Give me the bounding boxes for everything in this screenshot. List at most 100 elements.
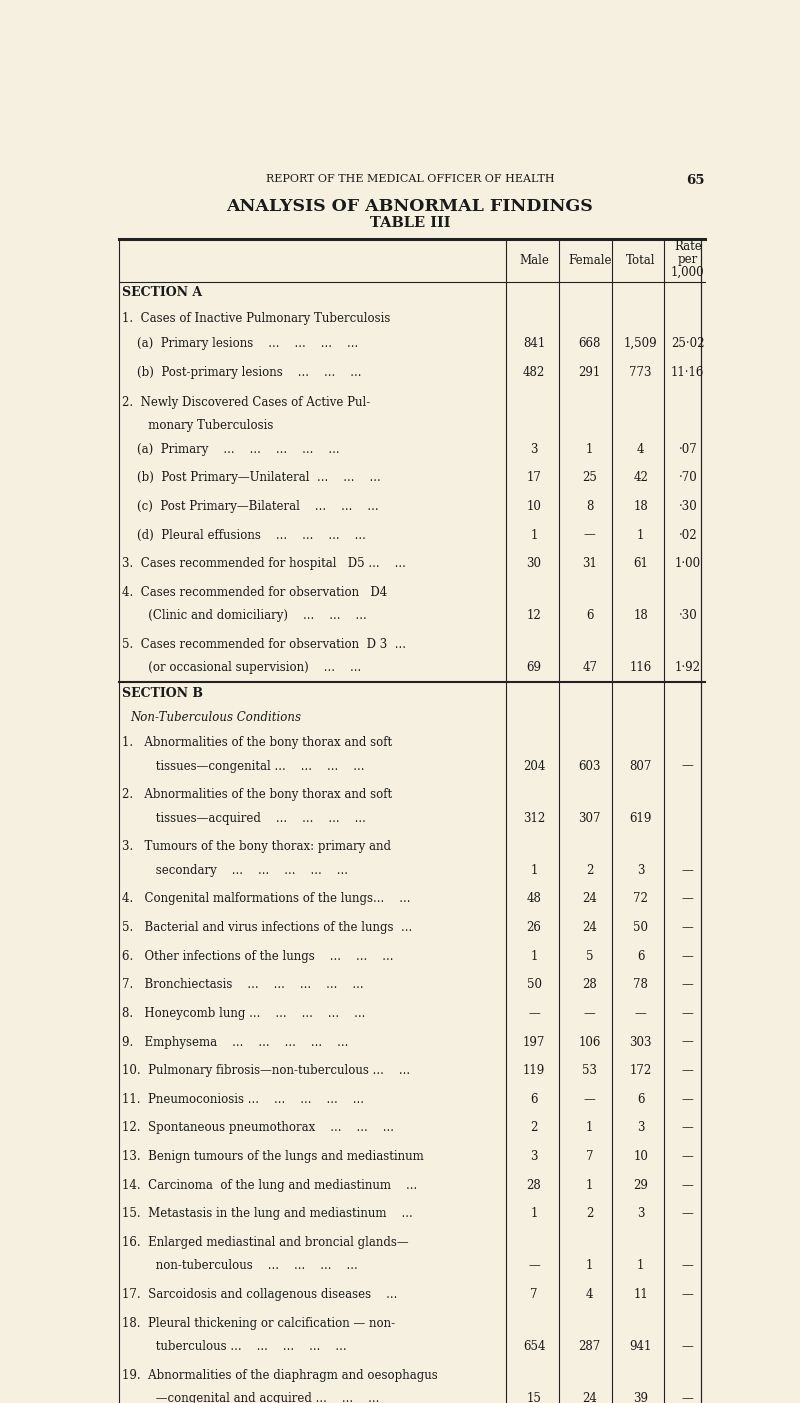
Text: (or occasional supervision)    ...    ...: (or occasional supervision) ... ... bbox=[122, 661, 361, 675]
Text: 6: 6 bbox=[637, 1093, 644, 1106]
Text: 1: 1 bbox=[586, 1121, 594, 1135]
Text: 3: 3 bbox=[530, 443, 538, 456]
Text: non-tuberculous    ...    ...    ...    ...: non-tuberculous ... ... ... ... bbox=[122, 1260, 358, 1273]
Text: 619: 619 bbox=[630, 812, 652, 825]
Text: 10.  Pulmonary fibrosis—non-tuberculous ...    ...: 10. Pulmonary fibrosis—non-tuberculous .… bbox=[122, 1065, 410, 1078]
Text: —: — bbox=[682, 950, 694, 962]
Text: 2: 2 bbox=[586, 864, 594, 877]
Text: 48: 48 bbox=[526, 892, 542, 905]
Text: 42: 42 bbox=[634, 471, 648, 484]
Text: 8.   Honeycomb lung ...    ...    ...    ...    ...: 8. Honeycomb lung ... ... ... ... ... bbox=[122, 1007, 365, 1020]
Text: 773: 773 bbox=[630, 366, 652, 379]
Text: Rate: Rate bbox=[674, 240, 702, 253]
Text: 2.  Newly Discovered Cases of Active Pul-: 2. Newly Discovered Cases of Active Pul- bbox=[122, 396, 370, 408]
Text: REPORT OF THE MEDICAL OFFICER OF HEALTH: REPORT OF THE MEDICAL OFFICER OF HEALTH bbox=[266, 174, 554, 184]
Text: 18.  Pleural thickening or calcification — non-: 18. Pleural thickening or calcification … bbox=[122, 1316, 395, 1330]
Text: —: — bbox=[682, 1121, 694, 1135]
Text: tissues—acquired    ...    ...    ...    ...: tissues—acquired ... ... ... ... bbox=[122, 812, 366, 825]
Text: 19.  Abnormalities of the diaphragm and oesophagus: 19. Abnormalities of the diaphragm and o… bbox=[122, 1369, 438, 1382]
Text: SECTION A: SECTION A bbox=[122, 286, 202, 299]
Text: ANALYSIS OF ABNORMAL FINDINGS: ANALYSIS OF ABNORMAL FINDINGS bbox=[226, 198, 594, 215]
Text: 1: 1 bbox=[530, 864, 538, 877]
Text: 5.   Bacterial and virus infections of the lungs  ...: 5. Bacterial and virus infections of the… bbox=[122, 920, 412, 934]
Text: —: — bbox=[682, 892, 694, 905]
Text: 16.  Enlarged mediastinal and broncial glands—: 16. Enlarged mediastinal and broncial gl… bbox=[122, 1236, 408, 1249]
Text: 3.   Tumours of the bony thorax: primary and: 3. Tumours of the bony thorax: primary a… bbox=[122, 840, 390, 853]
Text: 11: 11 bbox=[634, 1288, 648, 1301]
Text: —: — bbox=[584, 1093, 596, 1106]
Text: —: — bbox=[682, 1150, 694, 1163]
Text: 204: 204 bbox=[523, 759, 545, 773]
Text: 1.   Abnormalities of the bony thorax and soft: 1. Abnormalities of the bony thorax and … bbox=[122, 737, 392, 749]
Text: (b)  Post-primary lesions    ...    ...    ...: (b) Post-primary lesions ... ... ... bbox=[122, 366, 362, 379]
Text: 15: 15 bbox=[526, 1392, 542, 1403]
Text: 6: 6 bbox=[530, 1093, 538, 1106]
Text: (c)  Post Primary—Bilateral    ...    ...    ...: (c) Post Primary—Bilateral ... ... ... bbox=[122, 499, 378, 513]
Text: 1: 1 bbox=[530, 1208, 538, 1221]
Text: 2.   Abnormalities of the bony thorax and soft: 2. Abnormalities of the bony thorax and … bbox=[122, 788, 392, 801]
Text: (a)  Primary lesions    ...    ...    ...    ...: (a) Primary lesions ... ... ... ... bbox=[122, 337, 358, 351]
Text: 287: 287 bbox=[578, 1340, 601, 1352]
Text: 291: 291 bbox=[578, 366, 601, 379]
Text: ·07: ·07 bbox=[678, 443, 697, 456]
Text: 603: 603 bbox=[578, 759, 601, 773]
Text: 1: 1 bbox=[637, 1260, 644, 1273]
Text: 841: 841 bbox=[523, 337, 545, 351]
Text: 303: 303 bbox=[630, 1035, 652, 1048]
Text: 10: 10 bbox=[526, 499, 542, 513]
Text: monary Tuberculosis: monary Tuberculosis bbox=[122, 419, 273, 432]
Text: 50: 50 bbox=[526, 978, 542, 992]
Text: 7.   Bronchiectasis    ...    ...    ...    ...    ...: 7. Bronchiectasis ... ... ... ... ... bbox=[122, 978, 363, 992]
Text: 482: 482 bbox=[523, 366, 545, 379]
Text: —: — bbox=[682, 1065, 694, 1078]
Text: TABLE III: TABLE III bbox=[370, 216, 450, 230]
Text: —congenital and acquired ...    ...    ...: —congenital and acquired ... ... ... bbox=[122, 1392, 379, 1403]
Text: —: — bbox=[584, 1007, 596, 1020]
Text: 119: 119 bbox=[523, 1065, 545, 1078]
Text: 78: 78 bbox=[634, 978, 648, 992]
Text: —: — bbox=[682, 864, 694, 877]
Text: 11.  Pneumoconiosis ...    ...    ...    ...    ...: 11. Pneumoconiosis ... ... ... ... ... bbox=[122, 1093, 364, 1106]
Text: 1: 1 bbox=[586, 1179, 594, 1191]
Text: Non-Tuberculous Conditions: Non-Tuberculous Conditions bbox=[130, 711, 301, 724]
Text: 1·92: 1·92 bbox=[674, 661, 701, 675]
Text: —: — bbox=[682, 1340, 694, 1352]
Text: (b)  Post Primary—Unilateral  ...    ...    ...: (b) Post Primary—Unilateral ... ... ... bbox=[122, 471, 381, 484]
Text: 116: 116 bbox=[630, 661, 652, 675]
Text: 3.  Cases recommended for hospital   D5 ...    ...: 3. Cases recommended for hospital D5 ...… bbox=[122, 557, 406, 570]
Text: —: — bbox=[682, 759, 694, 773]
Text: 39: 39 bbox=[633, 1392, 648, 1403]
Text: 312: 312 bbox=[523, 812, 545, 825]
Text: (Clinic and domiciliary)    ...    ...    ...: (Clinic and domiciliary) ... ... ... bbox=[122, 609, 366, 623]
Text: 50: 50 bbox=[633, 920, 648, 934]
Text: 28: 28 bbox=[526, 1179, 542, 1191]
Text: ·30: ·30 bbox=[678, 499, 697, 513]
Text: —: — bbox=[584, 529, 596, 542]
Text: —: — bbox=[528, 1007, 540, 1020]
Text: 69: 69 bbox=[526, 661, 542, 675]
Text: 807: 807 bbox=[630, 759, 652, 773]
Text: 72: 72 bbox=[634, 892, 648, 905]
Text: 6.   Other infections of the lungs    ...    ...    ...: 6. Other infections of the lungs ... ...… bbox=[122, 950, 394, 962]
Text: 12: 12 bbox=[526, 609, 542, 623]
Text: 307: 307 bbox=[578, 812, 601, 825]
Text: 1: 1 bbox=[586, 1260, 594, 1273]
Text: ·30: ·30 bbox=[678, 609, 697, 623]
Text: 4.  Cases recommended for observation   D4: 4. Cases recommended for observation D4 bbox=[122, 586, 387, 599]
Text: 14.  Carcinoma  of the lung and mediastinum    ...: 14. Carcinoma of the lung and mediastinu… bbox=[122, 1179, 417, 1191]
Text: —: — bbox=[682, 1035, 694, 1048]
Text: 65: 65 bbox=[686, 174, 705, 188]
Text: 4: 4 bbox=[637, 443, 644, 456]
Text: 6: 6 bbox=[586, 609, 594, 623]
Text: 106: 106 bbox=[578, 1035, 601, 1048]
Text: 6: 6 bbox=[637, 950, 644, 962]
Text: 1: 1 bbox=[530, 950, 538, 962]
Text: 24: 24 bbox=[582, 1392, 598, 1403]
Text: secondary    ...    ...    ...    ...    ...: secondary ... ... ... ... ... bbox=[122, 864, 348, 877]
Text: 12.  Spontaneous pneumothorax    ...    ...    ...: 12. Spontaneous pneumothorax ... ... ... bbox=[122, 1121, 394, 1135]
Text: —: — bbox=[682, 1208, 694, 1221]
Text: 8: 8 bbox=[586, 499, 594, 513]
Text: —: — bbox=[682, 1007, 694, 1020]
Text: 2: 2 bbox=[530, 1121, 538, 1135]
Text: —: — bbox=[682, 1392, 694, 1403]
